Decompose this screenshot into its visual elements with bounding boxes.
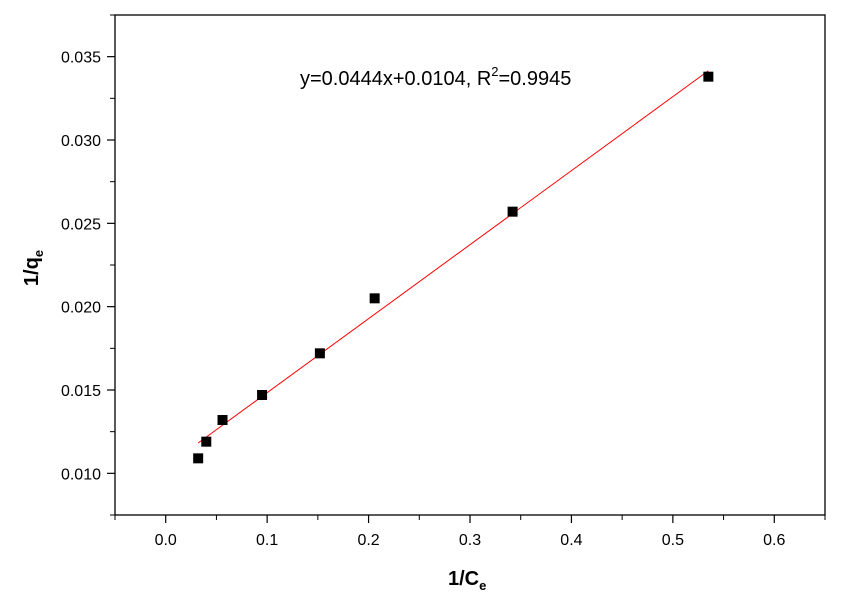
x-tick-label: 0.1	[256, 532, 278, 549]
data-point	[217, 415, 228, 425]
data-point	[314, 348, 325, 359]
x-tick-label: 0.3	[459, 532, 481, 549]
data-point	[507, 206, 518, 217]
data-point	[257, 390, 268, 400]
y-tick-label: 0.015	[61, 383, 101, 400]
fit-line-group	[197, 70, 709, 444]
x-tick-label: 0.4	[560, 532, 582, 549]
data-point	[193, 453, 204, 464]
x-axis-title: 1/Ce	[448, 568, 486, 593]
x-tick-label: 0.5	[662, 532, 684, 549]
x-tick-label: 0.6	[763, 532, 785, 549]
data-points	[193, 71, 714, 464]
x-tick-label: 0.2	[357, 532, 379, 549]
y-tick-label: 0.010	[61, 466, 101, 483]
y-tick-label: 0.035	[61, 50, 101, 67]
data-point	[369, 293, 380, 304]
y-tick-label: 0.025	[61, 216, 101, 233]
y-axis-title: 1/qe	[21, 250, 46, 286]
x-axis-ticks: 0.0 0.1 0.2 0.3 0.4 0.5 0.6	[114, 515, 826, 549]
y-axis-ticks: 0.010 0.015 0.020 0.025 0.030 0.035	[61, 14, 115, 516]
y-tick-label: 0.030	[61, 133, 101, 150]
fit-line	[197, 70, 709, 444]
data-point	[201, 436, 212, 447]
x-tick-label: 0.0	[155, 532, 177, 549]
y-tick-label: 0.020	[61, 300, 101, 317]
equation-annotation: y=0.0444x+0.0104, R2=0.9945	[300, 64, 571, 90]
data-point	[703, 71, 714, 82]
plot-frame	[114, 14, 826, 516]
